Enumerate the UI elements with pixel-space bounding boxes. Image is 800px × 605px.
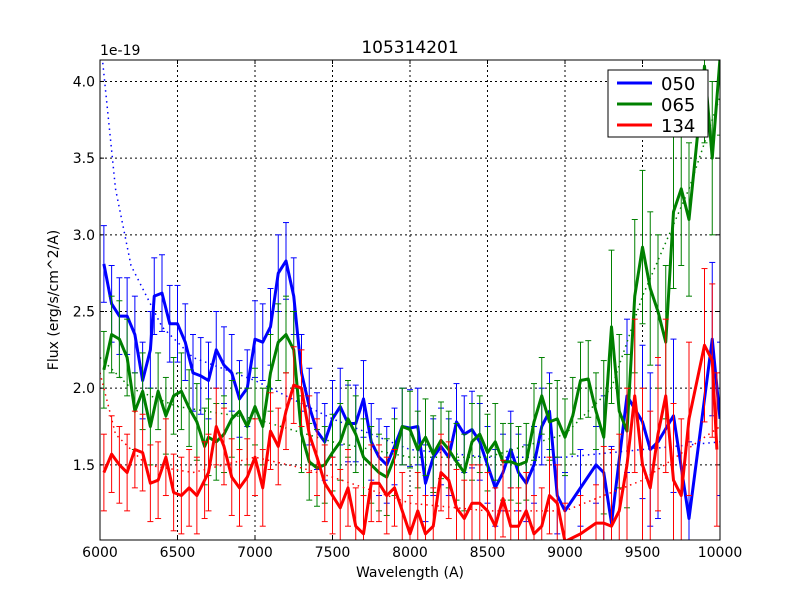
legend-label-050: 050 <box>661 74 695 95</box>
legend-label-065: 065 <box>661 95 695 116</box>
y-axis-label: Flux (erg/s/cm^2/A) <box>46 230 62 370</box>
y-tick-label: 2.5 <box>73 305 95 321</box>
series-134 <box>100 268 720 540</box>
plot-area <box>100 60 720 540</box>
y-tick-label: 1.5 <box>73 458 95 474</box>
y-tick-label: 3.0 <box>73 228 95 244</box>
ticks: 6000 6500 7000 7500 8000 8500 9000 9500 10000 1.5… <box>73 60 743 561</box>
x-tick-label: 7500 <box>315 545 351 561</box>
y-tick-label: 3.5 <box>73 151 95 167</box>
x-tick-label: 8500 <box>470 545 506 561</box>
x-axis-label: Wavelength (A) <box>356 565 464 581</box>
x-tick-label: 8000 <box>392 545 428 561</box>
x-tick-label: 6000 <box>82 545 118 561</box>
x-tick-label: 9500 <box>625 545 661 561</box>
chart-title: 105314201 <box>361 38 458 58</box>
data-line-065 <box>102 60 720 479</box>
x-tick-label: 9000 <box>547 545 583 561</box>
data-line-134 <box>102 343 719 540</box>
x-tick-label: 6500 <box>160 545 196 561</box>
x-tick-label: 7000 <box>237 545 273 561</box>
data-line-050 <box>102 259 720 525</box>
axes-frame <box>99 59 721 541</box>
x-tick-label: 10000 <box>698 545 743 561</box>
legend-label-134: 134 <box>661 116 695 137</box>
model-line-050 <box>101 60 720 458</box>
y-tick-label: 2.0 <box>73 381 95 397</box>
offset-text: 1e-19 <box>100 43 140 59</box>
y-tick-label: 4.0 <box>73 74 95 90</box>
